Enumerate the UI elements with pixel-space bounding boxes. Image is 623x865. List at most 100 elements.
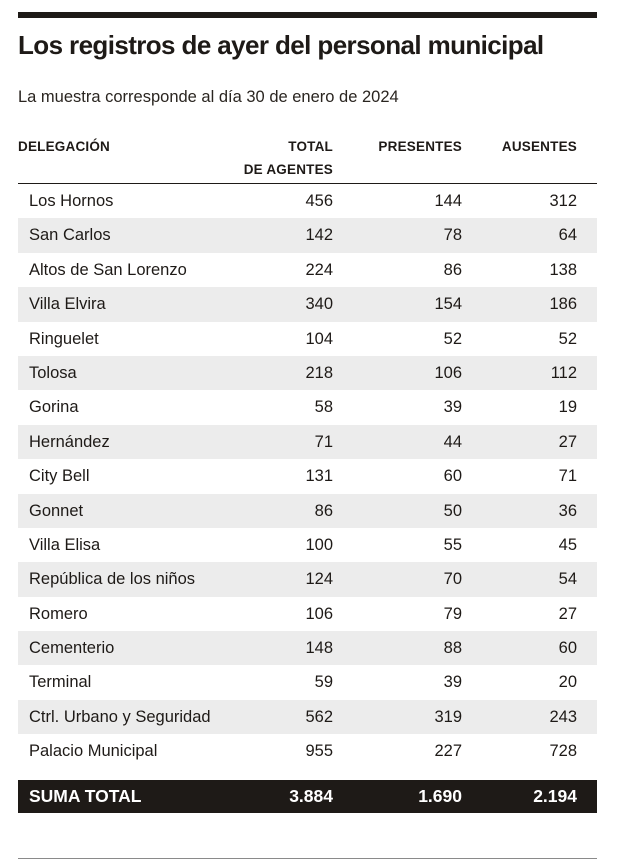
cell-ausentes: 112: [550, 363, 577, 382]
cell-total-agentes: 58: [314, 398, 333, 417]
table-header: DELEGACIÓN TOTAL DE AGENTES PRESENTES AU…: [18, 135, 597, 181]
cell-delegacion: Tolosa: [29, 363, 77, 382]
cell-ausentes: 27: [558, 604, 577, 623]
cell-ausentes: 138: [549, 260, 577, 279]
cell-presentes: 319: [434, 707, 462, 726]
cell-total-agentes: 218: [305, 363, 333, 382]
cell-total-agentes: 142: [305, 226, 333, 245]
cell-ausentes: 19: [558, 398, 577, 417]
cell-presentes: 55: [443, 535, 462, 554]
cell-total-agentes: 124: [305, 570, 333, 589]
cell-total-agentes: 340: [305, 295, 333, 314]
cell-ausentes: 186: [549, 295, 577, 314]
total-ausentes-value: 2.194: [533, 786, 577, 806]
cell-total-agentes: 224: [305, 260, 333, 279]
total-row: SUMA TOTAL 3.884 1.690 2.194: [18, 780, 597, 813]
top-rule: [18, 12, 597, 18]
cell-total-agentes: 59: [314, 673, 333, 692]
table-row: Gorina 58 39 19: [18, 390, 597, 424]
cell-delegacion: Villa Elisa: [29, 535, 101, 554]
page-title: Los registros de ayer del personal munic…: [18, 30, 544, 60]
cell-ausentes: 71: [558, 467, 577, 486]
cell-delegacion: Ringuelet: [29, 329, 99, 348]
cell-delegacion: Altos de San Lorenzo: [29, 260, 187, 279]
cell-ausentes: 52: [558, 329, 577, 348]
cell-total-agentes: 71: [314, 432, 333, 451]
cell-presentes: 39: [443, 673, 462, 692]
cell-delegacion: Gorina: [29, 398, 79, 417]
table-row: Terminal 59 39 20: [18, 665, 597, 699]
total-agentes-value: 3.884: [289, 786, 333, 806]
cell-total-agentes: 106: [305, 604, 333, 623]
header-total-agentes: TOTAL DE AGENTES: [244, 135, 333, 181]
cell-presentes: 78: [443, 226, 462, 245]
cell-total-agentes: 104: [305, 329, 333, 348]
table-row: Cementerio 148 88 60: [18, 631, 597, 666]
cell-delegacion: Los Hornos: [29, 192, 114, 210]
header-presentes: PRESENTES: [378, 139, 462, 154]
cell-ausentes: 27: [558, 432, 577, 451]
table-row: City Bell 131 60 71: [18, 459, 597, 493]
cell-total-agentes: 131: [305, 467, 333, 486]
cell-ausentes: 243: [549, 707, 577, 726]
table-row: Gonnet 86 50 36: [18, 493, 597, 528]
cell-presentes: 86: [443, 260, 462, 279]
cell-ausentes: 20: [558, 673, 577, 692]
cell-total-agentes: 955: [305, 742, 333, 761]
table-row: Villa Elvira 340 154 186: [18, 287, 597, 322]
cell-delegacion: Romero: [29, 604, 88, 623]
cell-ausentes: 36: [558, 501, 577, 520]
cell-delegacion: San Carlos: [29, 226, 111, 245]
cell-ausentes: 728: [549, 742, 577, 761]
cell-presentes: 44: [443, 432, 462, 451]
cell-presentes: 70: [443, 570, 462, 589]
cell-presentes: 60: [443, 467, 462, 486]
total-presentes-value: 1.690: [418, 786, 462, 806]
cell-presentes: 52: [443, 329, 462, 348]
header-delegacion: DELEGACIÓN: [18, 139, 111, 154]
table-row: Palacio Municipal 955 227 728: [18, 734, 597, 768]
cell-presentes: 50: [443, 501, 462, 520]
cell-total-agentes: 562: [305, 707, 333, 726]
table-row: Tolosa 218 106 112: [18, 355, 597, 391]
total-label: SUMA TOTAL: [29, 786, 142, 806]
cell-ausentes: 54: [558, 570, 577, 589]
cell-delegacion: Hernández: [29, 432, 110, 451]
table-row: Ctrl. Urbano y Seguridad 562 319 243: [18, 699, 597, 735]
cell-presentes: 144: [434, 192, 462, 210]
cell-delegacion: República de los niños: [29, 570, 196, 589]
table-row: Villa Elisa 100 55 45: [18, 528, 597, 562]
cell-presentes: 154: [434, 295, 462, 314]
table-row: Romero 106 79 27: [18, 597, 597, 631]
cell-presentes: 227: [434, 742, 462, 761]
header-ausentes: AUSENTES: [501, 139, 577, 154]
header-rule: [18, 183, 597, 184]
cell-ausentes: 60: [558, 639, 577, 658]
header-total-line1: TOTAL: [288, 139, 333, 154]
cell-delegacion: City Bell: [29, 467, 90, 486]
table-row: Los Hornos 456 144 312: [18, 184, 597, 218]
header-total-line2: DE AGENTES: [243, 162, 333, 177]
table-row: República de los niños 124 70 54: [18, 562, 597, 597]
table-body: Los Hornos 456 144 312 San Carlos 142 78 64 Alto…: [18, 184, 597, 769]
cell-total-agentes: 100: [305, 535, 333, 554]
cell-total-agentes: 148: [305, 639, 333, 658]
cell-presentes: 88: [443, 639, 462, 658]
cell-presentes: 106: [434, 363, 462, 382]
cell-delegacion: Gonnet: [29, 501, 84, 520]
cell-presentes: 79: [443, 604, 462, 623]
cell-ausentes: 64: [558, 226, 577, 245]
cell-delegacion: Villa Elvira: [29, 295, 106, 314]
table-row: Altos de San Lorenzo 224 86 138: [18, 253, 597, 287]
bottom-rule: [18, 858, 597, 859]
table-row: Hernández 71 44 27: [18, 424, 597, 460]
cell-presentes: 39: [443, 398, 462, 417]
cell-total-agentes: 456: [305, 192, 333, 210]
cell-ausentes: 312: [549, 192, 577, 210]
cell-delegacion: Ctrl. Urbano y Seguridad: [29, 707, 211, 726]
table-row: San Carlos 142 78 64: [18, 218, 597, 253]
cell-delegacion: Cementerio: [29, 639, 115, 658]
cell-delegacion: Terminal: [29, 673, 92, 692]
page-subtitle: La muestra corresponde al día 30 de ener…: [18, 88, 399, 106]
table-row: Ringuelet 104 52 52: [18, 322, 597, 356]
